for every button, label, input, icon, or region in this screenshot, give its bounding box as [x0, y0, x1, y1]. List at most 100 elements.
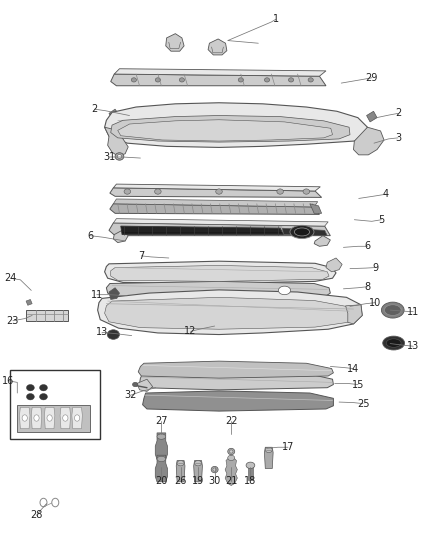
Polygon shape [31, 407, 42, 429]
Text: 8: 8 [364, 282, 371, 292]
Text: 21: 21 [225, 477, 237, 486]
Polygon shape [118, 120, 332, 141]
Ellipse shape [290, 225, 314, 239]
Ellipse shape [303, 189, 310, 194]
Ellipse shape [155, 78, 160, 82]
Polygon shape [121, 226, 284, 235]
Ellipse shape [22, 415, 27, 421]
Polygon shape [283, 228, 327, 236]
Ellipse shape [52, 498, 59, 507]
Ellipse shape [117, 155, 122, 158]
Polygon shape [106, 281, 330, 300]
Ellipse shape [124, 189, 131, 194]
Polygon shape [111, 74, 326, 86]
Ellipse shape [157, 456, 166, 462]
Polygon shape [310, 204, 321, 213]
Text: 2: 2 [395, 108, 401, 118]
Text: 31: 31 [103, 152, 115, 162]
Text: 27: 27 [155, 416, 168, 426]
Text: 1: 1 [273, 14, 279, 25]
Polygon shape [105, 103, 367, 148]
Text: 11: 11 [91, 289, 103, 300]
Polygon shape [26, 310, 68, 321]
Ellipse shape [265, 78, 270, 82]
Text: 5: 5 [378, 215, 385, 225]
Text: 26: 26 [174, 477, 187, 486]
Ellipse shape [228, 455, 235, 461]
Polygon shape [143, 391, 333, 411]
Ellipse shape [133, 382, 138, 386]
Polygon shape [225, 455, 237, 486]
Polygon shape [367, 111, 377, 122]
Polygon shape [109, 288, 120, 300]
Ellipse shape [381, 302, 404, 318]
Ellipse shape [26, 384, 34, 391]
Polygon shape [114, 69, 326, 76]
Polygon shape [113, 230, 128, 243]
Text: 22: 22 [225, 416, 237, 426]
Polygon shape [110, 204, 319, 214]
Ellipse shape [277, 189, 283, 194]
Ellipse shape [228, 448, 235, 455]
Text: 24: 24 [4, 273, 17, 283]
Polygon shape [265, 447, 273, 469]
Polygon shape [208, 39, 227, 55]
Polygon shape [155, 455, 167, 482]
Ellipse shape [157, 434, 166, 439]
Text: 17: 17 [282, 442, 294, 452]
Polygon shape [166, 34, 184, 51]
Polygon shape [98, 290, 362, 335]
Polygon shape [60, 407, 71, 429]
Polygon shape [194, 461, 202, 482]
Text: 16: 16 [3, 376, 15, 386]
Polygon shape [326, 258, 342, 272]
Ellipse shape [115, 153, 124, 160]
Polygon shape [140, 372, 333, 390]
Polygon shape [109, 109, 119, 119]
Ellipse shape [289, 78, 293, 82]
Text: 6: 6 [364, 241, 371, 251]
Ellipse shape [179, 78, 184, 82]
Polygon shape [138, 361, 333, 378]
Text: 2: 2 [92, 104, 98, 114]
Ellipse shape [246, 462, 255, 469]
Polygon shape [44, 407, 55, 429]
Ellipse shape [194, 461, 201, 466]
Text: 32: 32 [125, 390, 137, 400]
Text: 13: 13 [96, 327, 108, 337]
Polygon shape [137, 379, 153, 391]
Bar [248, 465, 253, 480]
Text: 18: 18 [244, 477, 257, 486]
Polygon shape [109, 223, 330, 236]
Polygon shape [176, 461, 185, 482]
Polygon shape [111, 265, 329, 281]
Text: 28: 28 [30, 510, 42, 520]
Text: 6: 6 [87, 231, 93, 241]
Polygon shape [72, 407, 82, 429]
Polygon shape [110, 188, 321, 197]
Text: 30: 30 [208, 477, 221, 486]
Text: 15: 15 [352, 379, 364, 390]
Text: 4: 4 [383, 189, 389, 199]
Ellipse shape [131, 78, 137, 82]
Ellipse shape [230, 450, 233, 453]
Text: 9: 9 [372, 263, 378, 272]
Polygon shape [111, 116, 350, 142]
Ellipse shape [40, 498, 47, 507]
Polygon shape [105, 261, 336, 284]
Text: 20: 20 [155, 477, 168, 486]
Ellipse shape [213, 468, 216, 471]
Ellipse shape [294, 228, 310, 236]
Ellipse shape [216, 189, 222, 194]
Polygon shape [105, 297, 353, 329]
Text: 29: 29 [366, 73, 378, 83]
Polygon shape [17, 405, 90, 432]
Ellipse shape [74, 415, 80, 421]
Text: 23: 23 [7, 316, 19, 326]
Polygon shape [113, 219, 328, 226]
Polygon shape [346, 305, 362, 324]
Ellipse shape [265, 447, 272, 453]
Polygon shape [26, 300, 32, 305]
Ellipse shape [279, 286, 290, 295]
Ellipse shape [34, 415, 39, 421]
